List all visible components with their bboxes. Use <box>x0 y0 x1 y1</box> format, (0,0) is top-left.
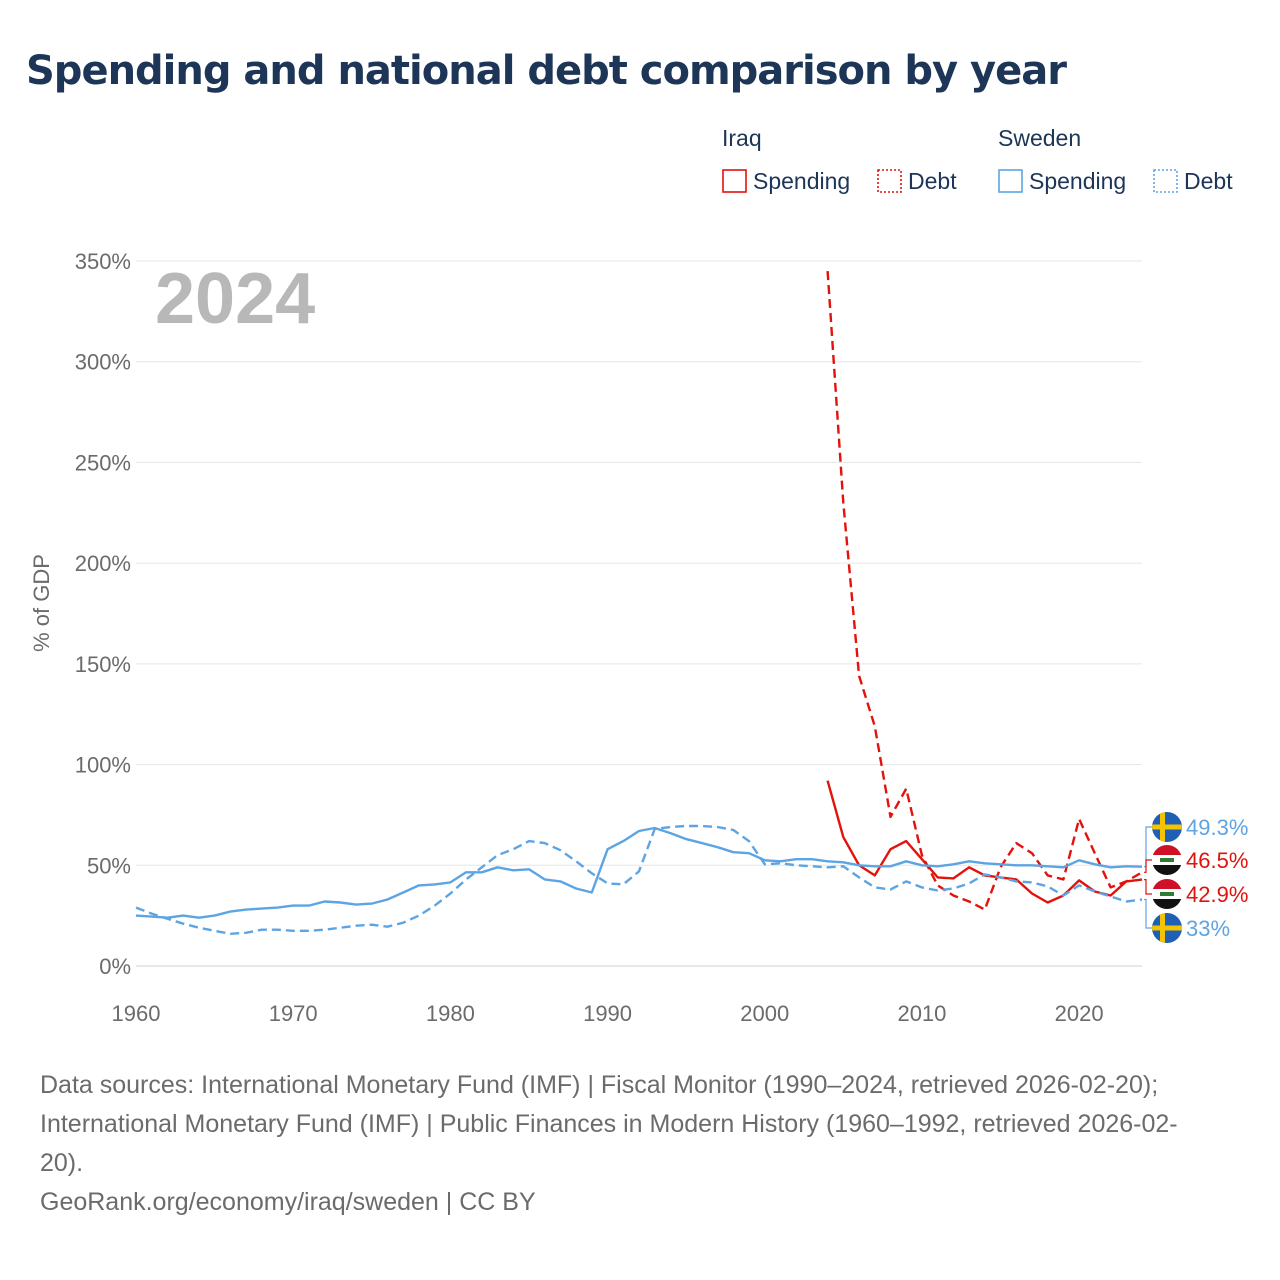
chart: 2024 0%50%100%150%200%250%300%350% 1960 1… <box>29 125 1248 1026</box>
iraq-spending-line <box>826 780 1143 904</box>
legend-group-sweden: Sweden <box>998 125 1081 151</box>
legend-swatch-iraq-spending <box>722 169 747 193</box>
end-label: 33% <box>1186 916 1230 941</box>
end-label-leader <box>1144 898 1152 929</box>
legend: Iraq Spending Debt Sweden Spending Debt <box>722 125 1233 194</box>
legend-group-iraq: Iraq <box>722 125 762 151</box>
y-tick-label: 150% <box>75 652 131 677</box>
sweden-spending-line <box>135 826 1143 919</box>
legend-swatch-sweden-debt <box>1153 169 1178 193</box>
x-tick-label: 1980 <box>426 1001 475 1026</box>
series-lines <box>135 271 1143 935</box>
end-label: 49.3% <box>1186 815 1248 840</box>
x-axis-ticks: 1960 1970 1980 1990 2000 2010 2020 <box>112 1001 1104 1026</box>
x-tick-label: 1970 <box>269 1001 318 1026</box>
y-tick-label: 0% <box>99 954 131 979</box>
legend-label: Spending <box>1029 168 1126 194</box>
sweden-flag-icon <box>1152 812 1182 842</box>
x-tick-label: 1990 <box>583 1001 632 1026</box>
y-tick-label: 200% <box>75 551 131 576</box>
x-tick-label: 2020 <box>1055 1001 1104 1026</box>
iraq-debt-line <box>826 271 1143 911</box>
y-axis-ticks: 0% 50% 100% 150% 200% 250% 300% 350% <box>75 249 131 979</box>
y-tick-label: 350% <box>75 249 131 274</box>
x-tick-label: 2000 <box>740 1001 789 1026</box>
legend-label: Debt <box>1184 168 1233 194</box>
sweden-flag-icon <box>1152 913 1182 943</box>
legend-swatch-sweden-spending <box>998 169 1023 193</box>
legend-swatch-iraq-debt <box>877 169 902 193</box>
end-label-leader <box>1144 859 1152 873</box>
chart-title: Spending and national debt comparison by… <box>26 48 1067 94</box>
end-label-leader <box>1144 878 1152 895</box>
x-tick-label: 1960 <box>112 1001 161 1026</box>
year-watermark: 2024 <box>155 259 315 339</box>
y-tick-label: 300% <box>75 350 131 375</box>
x-tick-label: 2010 <box>897 1001 946 1026</box>
y-tick-label: 50% <box>87 853 131 878</box>
source-line-1: Data sources: International Monetary Fun… <box>40 1071 1159 1099</box>
sweden-debt-line <box>135 824 1143 935</box>
iraq-flag-icon <box>1152 879 1182 909</box>
end-label: 42.9% <box>1186 882 1248 907</box>
credit-link[interactable]: GeoRank.org/economy/iraq/sweden | CC BY <box>40 1188 536 1216</box>
iraq-flag-icon <box>1152 845 1182 875</box>
legend-label: Debt <box>908 168 957 194</box>
y-axis-label: % of GDP <box>29 554 54 652</box>
source-line-2: International Monetary Fund (IMF) | Publ… <box>40 1110 1178 1138</box>
end-label: 46.5% <box>1186 848 1248 873</box>
end-labels: 49.3% 46.5% 42.9% 33% <box>1144 812 1248 943</box>
y-tick-label: 250% <box>75 450 131 475</box>
data-sources: Data sources: International Monetary Fun… <box>40 1066 1240 1222</box>
legend-label: Spending <box>753 168 850 194</box>
end-label-leader <box>1144 826 1152 868</box>
source-line-3: 20). <box>40 1149 84 1177</box>
grid-lines <box>136 260 1142 967</box>
y-tick-label: 100% <box>75 753 131 778</box>
